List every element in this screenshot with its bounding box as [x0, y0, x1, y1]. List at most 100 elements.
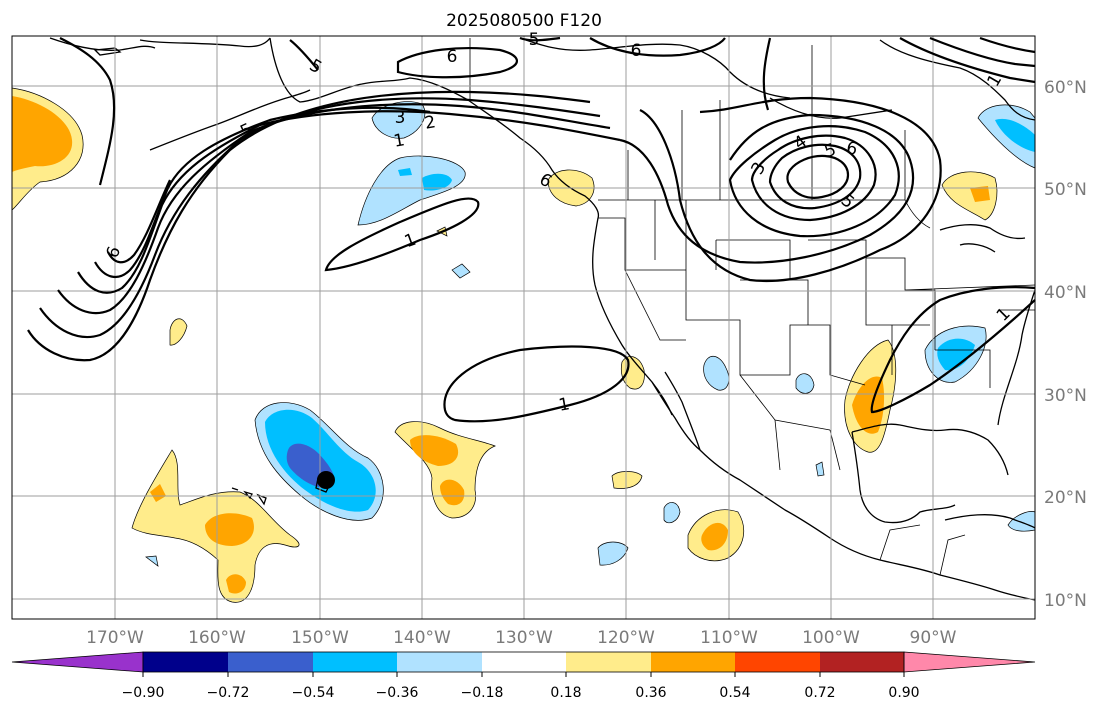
anomaly-negative-mexico-2	[795, 373, 815, 394]
colorbar-label: 0.90	[888, 685, 919, 701]
lat-label-50n: 50°N	[1044, 180, 1087, 200]
lat-label-40n: 40°N	[1044, 283, 1087, 303]
colorbar-ticks	[142, 672, 905, 677]
latitude-labels: 60°N 50°N 40°N 30°N 20°N 10°N	[1044, 78, 1087, 611]
colorbar-extend-high	[903, 651, 1036, 673]
contour-line	[57, 103, 611, 315]
colorbar: −0.90 −0.72 −0.54 −0.36 −0.18 0.18 0.36 …	[11, 651, 1036, 701]
graticule	[12, 36, 1035, 619]
anomaly-negative-gulf-alaska-core-2	[398, 168, 412, 176]
contour-line	[762, 37, 772, 111]
anomaly-positive-great-lakes	[941, 171, 998, 221]
contour-line	[979, 36, 1036, 54]
lon-label-140w: 140°W	[393, 628, 451, 648]
storm-position-marker	[317, 471, 335, 489]
contour-line	[396, 46, 518, 79]
colorbar-label: −0.90	[122, 685, 165, 701]
contour-label: 1	[392, 130, 406, 152]
anomaly-positive-west-aleutian-core	[12, 96, 73, 172]
colorbar-label: −0.72	[207, 685, 250, 701]
map-title: 2025080500 F120	[446, 11, 602, 31]
contour-line	[639, 96, 942, 283]
colorbar-label: 0.72	[804, 685, 835, 701]
colorbar-label: 0.18	[550, 685, 581, 701]
us-west-coast	[592, 217, 673, 416]
gulf-of-mexico-coast	[851, 431, 956, 524]
longitude-labels: 170°W 160°W 150°W 140°W 130°W 120°W 110°…	[86, 628, 957, 648]
colorbar-label: 0.36	[635, 685, 666, 701]
lon-label-90w: 90°W	[910, 628, 957, 648]
anomaly-positive-hawaii-sw-core-3	[150, 484, 166, 502]
contour-line	[289, 39, 319, 71]
anomaly-negative-small-4	[145, 555, 159, 567]
contour-label: 5	[529, 30, 540, 50]
anomaly-positive-mid-pacific-core-2	[440, 479, 465, 506]
colorbar-label: −0.18	[461, 685, 504, 701]
colorbar-segment	[482, 652, 566, 672]
contour-line	[77, 110, 621, 294]
lat-label-30n: 30°N	[1044, 386, 1087, 406]
lat-label-60n: 60°N	[1044, 78, 1087, 98]
contour-line	[59, 37, 116, 186]
hudson-bay-coast	[879, 39, 1036, 121]
anomaly-negative-small-1	[451, 263, 471, 279]
great-lakes	[939, 224, 1026, 253]
contour-line	[443, 345, 630, 423]
colorbar-segment	[651, 652, 735, 672]
contour-line	[324, 197, 480, 272]
colorbar-segment	[143, 652, 228, 672]
colorbar-segment	[735, 652, 820, 672]
canada-north-coast	[519, 37, 791, 99]
anomaly-negative-gulf-alaska-core	[422, 173, 452, 191]
us-east-coast	[997, 289, 1036, 426]
contour-line	[728, 125, 900, 238]
contour-line	[929, 36, 1036, 68]
contour-line	[94, 106, 431, 279]
anomaly-positive-small-1	[169, 318, 188, 346]
anomaly-negative-small-2	[663, 502, 681, 524]
contour-label: 3	[395, 108, 406, 128]
anomaly-negative-hudson-core	[995, 118, 1035, 152]
contour-line	[899, 37, 1036, 84]
colorbar-frame	[142, 651, 905, 673]
contour-layer	[27, 36, 1036, 423]
contour-label: 6	[631, 41, 642, 61]
us-canada-border	[598, 199, 931, 229]
colorbar-extend-low	[11, 651, 144, 673]
aleutian-chain	[149, 89, 311, 151]
contour-line	[519, 36, 561, 42]
contour-line	[786, 154, 850, 199]
lon-label-160w: 160°W	[188, 628, 246, 648]
colorbar-segment	[397, 652, 482, 672]
contour-label: 2	[423, 112, 437, 134]
colorbar-segment	[313, 652, 397, 672]
contour-line	[619, 113, 915, 264]
contour-line	[27, 90, 591, 362]
map-plot-area: 6 5 6 6 3 2 1 5 5 6 1 1 3 4 5 6 5 1 1	[11, 30, 1036, 620]
bering-coast	[49, 37, 156, 51]
lat-label-20n: 20°N	[1044, 488, 1087, 508]
colorbar-segment	[228, 652, 313, 672]
anomaly-positive-hawaii-sw-core-2	[226, 574, 246, 594]
alaska-north-coast	[139, 37, 271, 48]
contour-line	[870, 286, 1036, 414]
colorbar-label: −0.54	[292, 685, 335, 701]
mexico-state-lines	[739, 374, 966, 576]
anomaly-negative-small-3	[597, 541, 629, 566]
lat-label-10n: 10°N	[1044, 591, 1087, 611]
anomaly-negative-gulf-small	[815, 461, 825, 477]
contour-line	[589, 37, 726, 57]
anomaly-positive-baja	[620, 356, 645, 390]
colorbar-segment	[820, 652, 904, 672]
contour-line	[768, 143, 862, 210]
contour-label: 6	[845, 138, 859, 160]
anomaly-negative-mexico-1	[703, 356, 730, 391]
us-gulf-coast	[851, 423, 1009, 476]
lon-label-170w: 170°W	[86, 628, 144, 648]
anomaly-positive-great-lakes-core	[970, 186, 990, 202]
lon-label-120w: 120°W	[597, 628, 655, 648]
lon-label-100w: 100°W	[802, 628, 860, 648]
colorbar-label: 0.54	[719, 685, 750, 701]
st-lawrence-island	[93, 47, 122, 56]
